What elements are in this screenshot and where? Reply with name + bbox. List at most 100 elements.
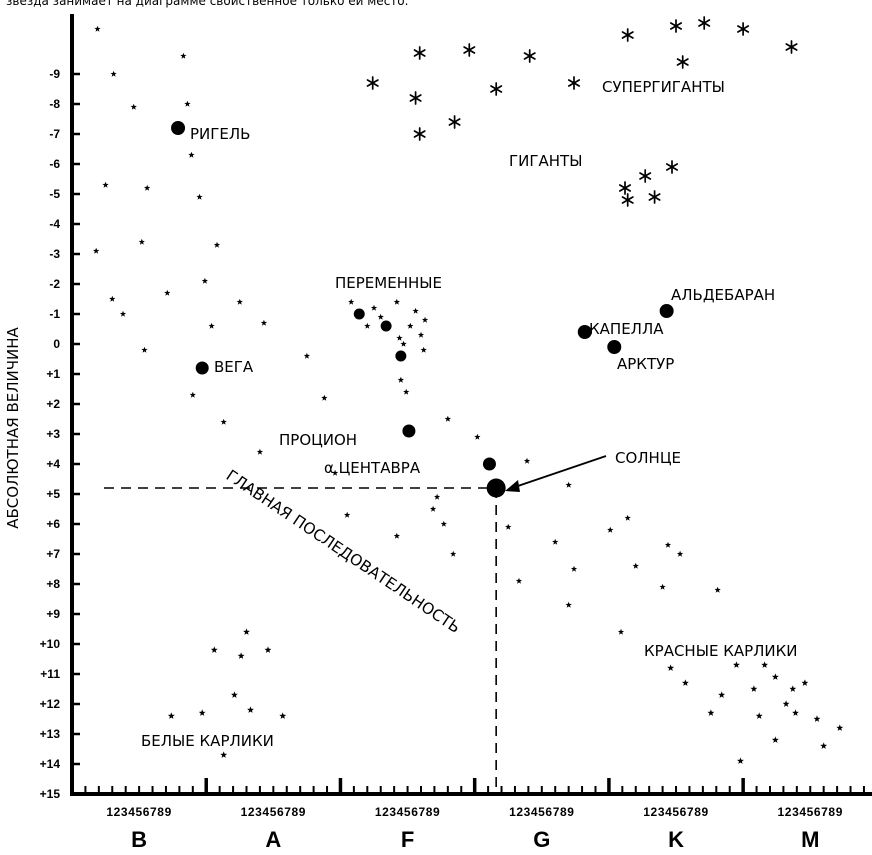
y-tick-label: -4 [49, 217, 60, 231]
variable-star-point [395, 350, 407, 362]
red-dwarf-point [750, 685, 758, 692]
y-tick-label: -8 [49, 97, 60, 111]
region-label-giants: ГИГАНТЫ [509, 152, 582, 170]
y-tick-label: -1 [49, 307, 60, 321]
sun-arrow-head [505, 480, 520, 492]
star-point [393, 298, 400, 305]
star-point [331, 469, 339, 476]
star-point [189, 391, 196, 398]
star-point [184, 100, 191, 107]
red-dwarf-point [771, 673, 779, 680]
star-point [213, 241, 221, 248]
star-point [180, 52, 187, 59]
star-point [377, 313, 384, 320]
region-label-main-sequence: ГЛАВНАЯ ПОСЛЕДОВАТЕЛЬНОСТЬ [223, 466, 464, 637]
figure-caption: звезда занимает на диаграмме свойственно… [6, 0, 409, 8]
star-point [119, 310, 127, 317]
white-dwarf-point [247, 706, 254, 713]
x-class-label: F [401, 827, 414, 852]
x-class-label: G [533, 827, 550, 852]
star-point [505, 523, 512, 530]
star-point [397, 376, 404, 383]
star-point [440, 520, 447, 527]
star-point [523, 457, 531, 464]
supergiant-point [463, 43, 476, 57]
y-tick-label: -6 [49, 157, 60, 171]
red-dwarf-point [761, 661, 768, 668]
white-dwarf-point [210, 646, 218, 653]
red-dwarf-point [792, 709, 799, 716]
white-dwarf-point [220, 751, 228, 758]
star-point [348, 298, 355, 305]
named-star-0 [171, 121, 186, 135]
y-tick-label: -5 [49, 187, 60, 201]
star-point [260, 319, 268, 326]
x-subdivision-labels: 123456789 [778, 805, 843, 819]
star-point [141, 346, 148, 353]
supergiant-point [737, 22, 750, 36]
star-point [93, 247, 100, 254]
star-label-rigel: РИГЕЛЬ [190, 125, 250, 143]
star-point [552, 538, 559, 545]
red-dwarf-point [718, 691, 726, 698]
y-tick-label: -3 [49, 247, 60, 261]
star-label-aldebaran: АЛЬДЕБАРАН [671, 286, 775, 304]
supergiant-point [621, 28, 634, 42]
y-tick-label: +5 [46, 487, 60, 501]
named-star-2 [402, 424, 416, 438]
star-point [102, 181, 109, 188]
supergiant-point [567, 76, 581, 90]
white-dwarf-point [264, 646, 272, 653]
y-tick-label: +11 [40, 667, 60, 681]
region-label-white-dwarfs: БЕЛЫЕ КАРЛИКИ [141, 732, 274, 750]
giant-point [621, 193, 634, 207]
supergiant-point [409, 91, 422, 105]
red-dwarf-point [836, 724, 844, 731]
y-tick-label: -2 [49, 277, 60, 291]
supergiant-point [413, 127, 426, 141]
white-dwarf-point [231, 691, 238, 698]
red-dwarf-point [755, 712, 763, 719]
y-tick-label: +2 [46, 397, 60, 411]
x-subdivision-labels: 123456789 [106, 805, 171, 819]
red-dwarf-point [733, 661, 740, 668]
giant-point [639, 169, 652, 183]
star-point [664, 541, 672, 548]
y-axis-title: АБСОЛЮТНАЯ ВЕЛИЧИНА [4, 327, 22, 529]
red-dwarf-point [667, 664, 675, 671]
star-point [256, 448, 264, 455]
white-dwarf-point [237, 652, 245, 659]
y-tick-label: +1 [46, 367, 60, 381]
region-label-variables: ПЕРЕМЕННЫЕ [335, 274, 442, 292]
star-point [659, 583, 666, 590]
star-point [421, 316, 429, 323]
supergiant-point [490, 82, 503, 96]
star-point [565, 601, 572, 608]
x-subdivision-labels: 123456789 [509, 805, 574, 819]
labels: АБСОЛЮТНАЯ ВЕЛИЧИНА СУПЕРГИГАНТЫ ГИГАНТЫ… [4, 78, 798, 750]
star-label-capella: КАПЕЛЛА [589, 320, 664, 338]
star-label-procyon: ПРОЦИОН [279, 431, 357, 449]
sun-arrow-line [511, 455, 607, 489]
star-point [570, 565, 578, 572]
y-tick-label: -7 [49, 127, 60, 141]
star-point [607, 526, 614, 533]
star-point [396, 334, 403, 341]
star-point [407, 322, 414, 329]
x-subdivision-labels: 123456789 [375, 805, 440, 819]
white-dwarf-point [198, 709, 206, 716]
x-subdivision-labels: 123456789 [643, 805, 708, 819]
y-tick-label: +4 [46, 457, 60, 471]
star-point [188, 151, 195, 158]
star-point [344, 511, 351, 518]
red-dwarf-point [707, 709, 715, 716]
star-point [393, 532, 400, 539]
star-point [164, 289, 171, 296]
star-point [303, 352, 310, 359]
giant-point [648, 190, 661, 204]
y-tick-label: +9 [46, 607, 60, 621]
region-label-supergiants: СУПЕРГИГАНТЫ [602, 78, 725, 96]
star-point [364, 322, 371, 329]
axes: -9 -8 -7 -6 -5 -4 -3 -2 -1 0 +1 +2 +3 +4 +5 +6 +7 +8 +9 +10… [40, 14, 872, 852]
